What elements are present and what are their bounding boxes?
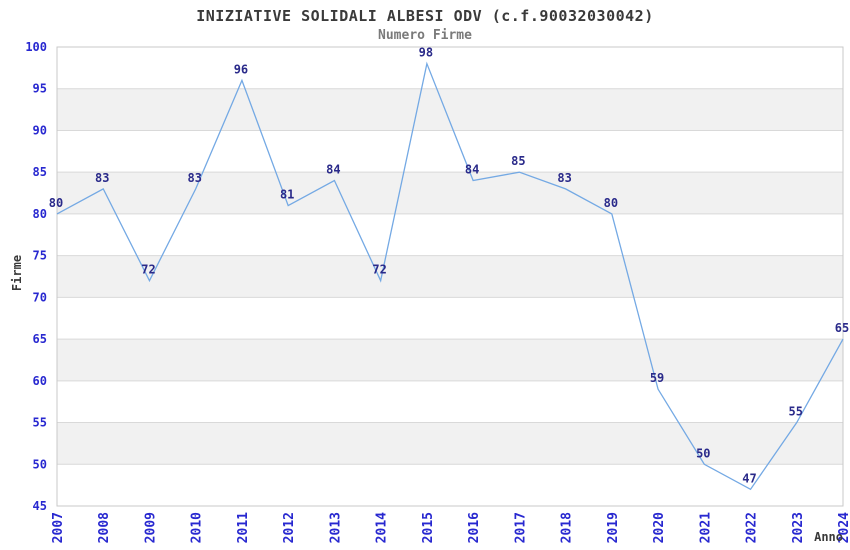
point-labels: 80 83 72 83 96 81 84 72 98 84 85 83 80 59 50 47 55 65	[49, 46, 849, 486]
svg-text:2010: 2010	[190, 512, 205, 543]
svg-text:90: 90	[33, 123, 47, 137]
svg-text:2009: 2009	[143, 512, 158, 543]
svg-text:50: 50	[33, 457, 47, 471]
chart-subtitle: Numero Firme	[378, 28, 472, 43]
svg-text:80: 80	[49, 196, 63, 210]
svg-text:80: 80	[33, 207, 47, 221]
svg-text:2012: 2012	[282, 512, 297, 543]
chart-title: INIZIATIVE SOLIDALI ALBESI ODV (c.f.9003…	[196, 7, 654, 25]
svg-text:85: 85	[33, 165, 47, 179]
svg-text:84: 84	[465, 163, 479, 177]
svg-text:2016: 2016	[467, 512, 482, 543]
x-axis-title: Anno	[814, 530, 843, 544]
svg-text:2014: 2014	[375, 512, 390, 543]
svg-text:2022: 2022	[745, 512, 760, 543]
svg-text:2008: 2008	[97, 512, 112, 543]
svg-text:70: 70	[33, 290, 47, 304]
svg-text:2007: 2007	[51, 512, 66, 543]
y-axis-title: Firme	[10, 255, 24, 291]
y-tick-labels: 45 50 55 60 65 70 75 80 85 90 95 100	[25, 40, 47, 513]
plot-border	[56, 46, 844, 507]
svg-text:81: 81	[280, 188, 294, 202]
svg-text:50: 50	[696, 446, 710, 460]
svg-text:59: 59	[650, 371, 664, 385]
svg-text:80: 80	[604, 196, 618, 210]
svg-text:2021: 2021	[698, 512, 713, 543]
svg-text:98: 98	[419, 46, 433, 60]
series-line	[56, 61, 844, 491]
svg-text:72: 72	[141, 263, 155, 277]
svg-text:47: 47	[742, 471, 756, 485]
svg-text:84: 84	[326, 163, 340, 177]
svg-text:72: 72	[372, 263, 386, 277]
svg-text:55: 55	[33, 416, 47, 430]
svg-text:75: 75	[33, 249, 47, 263]
svg-text:83: 83	[95, 171, 109, 185]
svg-text:2017: 2017	[513, 512, 528, 543]
svg-text:83: 83	[557, 171, 571, 185]
svg-text:65: 65	[33, 332, 47, 346]
svg-text:2020: 2020	[652, 512, 667, 543]
gridline-layer	[57, 88, 843, 465]
svg-text:45: 45	[33, 499, 47, 513]
svg-text:100: 100	[25, 40, 47, 54]
svg-text:95: 95	[33, 82, 47, 96]
svg-text:60: 60	[33, 374, 47, 388]
svg-text:2015: 2015	[421, 512, 436, 543]
svg-text:83: 83	[187, 171, 201, 185]
svg-text:2023: 2023	[791, 512, 806, 543]
svg-text:2024: 2024	[837, 512, 850, 543]
svg-text:2018: 2018	[560, 512, 575, 543]
svg-text:85: 85	[511, 154, 525, 168]
svg-text:2011: 2011	[236, 512, 251, 543]
svg-text:55: 55	[789, 405, 803, 419]
x-tick-labels: 2007 2008 2009 2010 2011 2012 2013 2014 2015 2016…	[51, 512, 850, 543]
svg-text:96: 96	[234, 62, 248, 76]
svg-text:2019: 2019	[606, 512, 621, 543]
band-layer	[57, 47, 843, 506]
svg-text:2013: 2013	[328, 512, 343, 543]
svg-text:65: 65	[835, 321, 849, 335]
